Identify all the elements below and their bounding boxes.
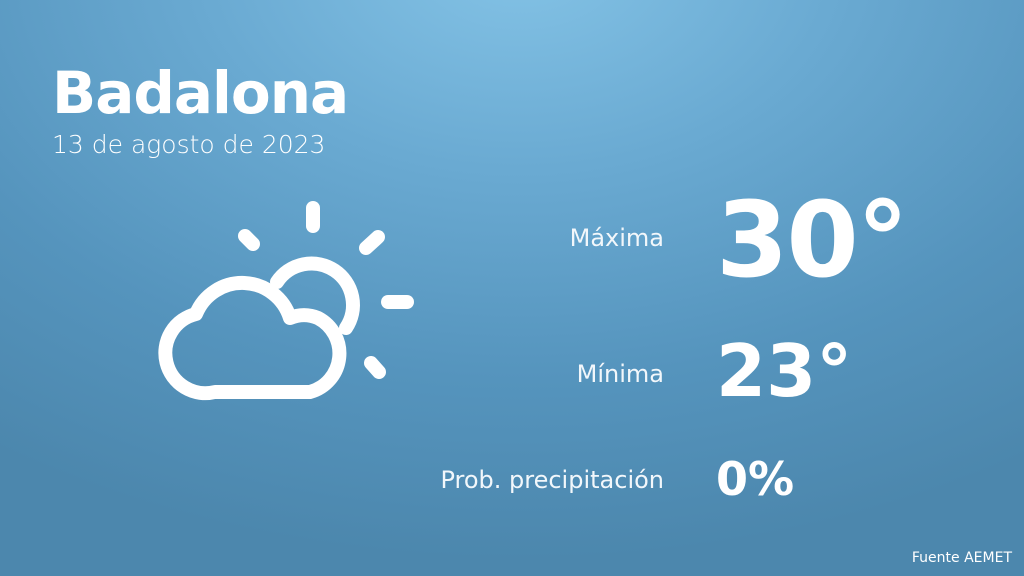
max-label: Máxima: [569, 224, 664, 252]
sun-ray: [364, 356, 386, 379]
min-value: 23°: [716, 329, 853, 413]
precip-value: 0%: [716, 452, 795, 506]
sun-arc: [270, 256, 360, 335]
precip-label: Prob. precipitación: [440, 466, 664, 494]
sun-ray: [359, 230, 385, 255]
max-value: 30°: [716, 179, 909, 301]
min-label: Mínima: [576, 360, 664, 388]
source-credit: Fuente AEMET: [911, 550, 1012, 566]
city-title: Badalona: [52, 59, 349, 127]
sun-ray: [238, 229, 260, 251]
forecast-date: 13 de agosto de 2023: [52, 130, 326, 159]
cloud-outline: [158, 275, 347, 401]
